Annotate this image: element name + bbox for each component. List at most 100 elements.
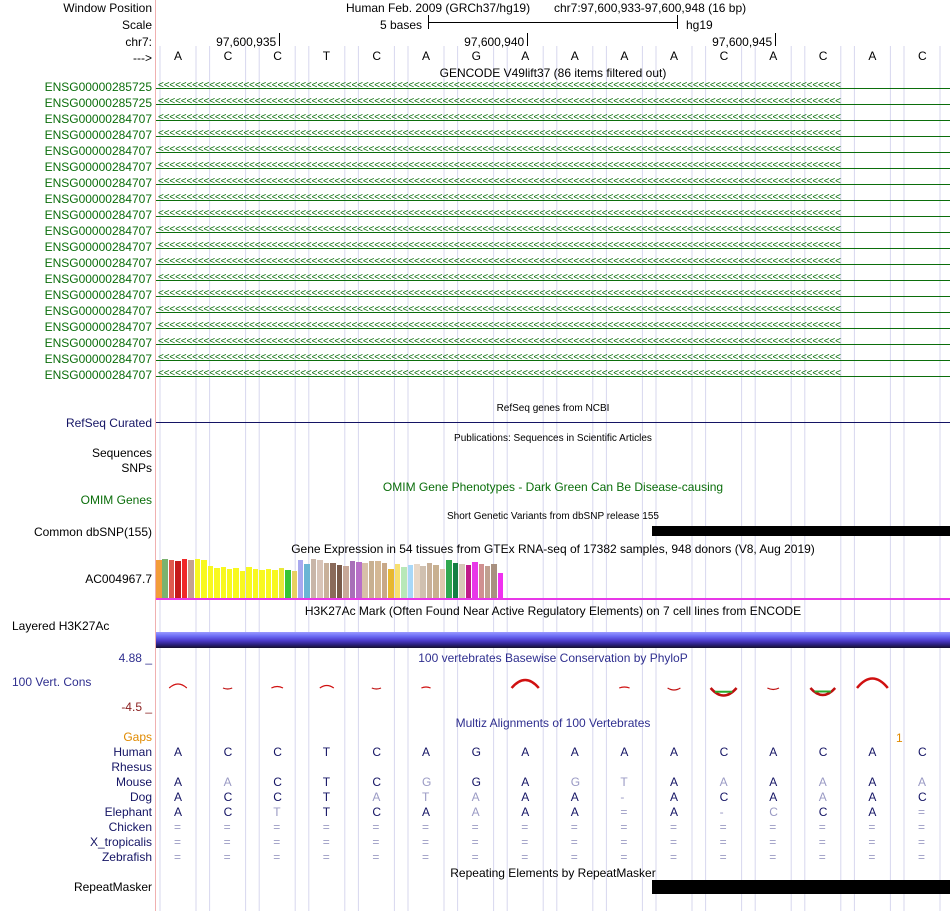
dbsnp-track-label[interactable]: Common dbSNP(155)	[33, 525, 152, 539]
multiz-species-label[interactable]: Elephant	[104, 805, 152, 819]
gencode-gene-feature[interactable]: <<<<<<<<<<<<<<<<<<<<<<<<<<<<<<<<<<<<<<<<…	[156, 98, 950, 110]
gencode-gene-label[interactable]: ENSG00000284707	[44, 320, 152, 334]
gtex-tissue-bar[interactable]	[285, 570, 291, 598]
gencode-gene-feature[interactable]: <<<<<<<<<<<<<<<<<<<<<<<<<<<<<<<<<<<<<<<<…	[156, 258, 950, 270]
gtex-tissue-bar[interactable]	[478, 564, 484, 598]
gtex-tissue-bar[interactable]	[239, 571, 246, 598]
gtex-tissue-bar[interactable]	[214, 568, 220, 598]
gencode-gene-feature[interactable]: <<<<<<<<<<<<<<<<<<<<<<<<<<<<<<<<<<<<<<<<…	[156, 242, 950, 254]
gtex-tissue-bar[interactable]	[168, 560, 175, 598]
gtex-tissue-bar[interactable]	[233, 568, 239, 598]
gencode-gene-feature[interactable]: <<<<<<<<<<<<<<<<<<<<<<<<<<<<<<<<<<<<<<<<…	[156, 146, 950, 158]
refseq-track-label[interactable]: RefSeq Curated	[65, 416, 152, 430]
multiz-species-label[interactable]: Chicken	[108, 820, 152, 834]
gencode-gene-feature[interactable]: <<<<<<<<<<<<<<<<<<<<<<<<<<<<<<<<<<<<<<<<…	[156, 210, 950, 222]
gtex-tissue-bar[interactable]	[484, 566, 491, 598]
gencode-gene-feature[interactable]: <<<<<<<<<<<<<<<<<<<<<<<<<<<<<<<<<<<<<<<<…	[156, 354, 950, 366]
gtex-tissue-bar[interactable]	[407, 565, 414, 598]
gtex-tissue-bar[interactable]	[207, 566, 214, 598]
gtex-tissue-bar[interactable]	[433, 565, 439, 598]
gencode-gene-label[interactable]: ENSG00000284707	[44, 144, 152, 158]
gtex-gene-label[interactable]: AC004967.7	[85, 572, 152, 586]
repeatmasker-element[interactable]	[652, 880, 950, 894]
gtex-tissue-bar[interactable]	[414, 564, 420, 598]
gtex-tissue-bar[interactable]	[194, 559, 201, 598]
gtex-tissue-bar[interactable]	[297, 560, 304, 598]
gtex-tissue-bar[interactable]	[181, 559, 188, 598]
gencode-gene-feature[interactable]: <<<<<<<<<<<<<<<<<<<<<<<<<<<<<<<<<<<<<<<<…	[156, 114, 950, 126]
gtex-tissue-bar[interactable]	[394, 564, 401, 598]
gtex-tissue-bar[interactable]	[201, 560, 207, 598]
gencode-track-title[interactable]: GENCODE V49lift37 (86 items filtered out…	[439, 66, 667, 80]
gtex-tissue-bar[interactable]	[497, 573, 504, 598]
repeatmasker-track-label[interactable]: RepeatMasker	[73, 880, 152, 894]
gencode-gene-feature[interactable]: <<<<<<<<<<<<<<<<<<<<<<<<<<<<<<<<<<<<<<<<…	[156, 130, 950, 142]
gtex-tissue-bar[interactable]	[491, 564, 497, 598]
gencode-gene-label[interactable]: ENSG00000284707	[44, 304, 152, 318]
gencode-gene-label[interactable]: ENSG00000284707	[44, 256, 152, 270]
gtex-tissue-bar[interactable]	[446, 560, 452, 598]
gtex-tissue-bar[interactable]	[330, 563, 336, 598]
gtex-track-title[interactable]: Gene Expression in 54 tissues from GTEx …	[291, 542, 815, 556]
gtex-tissue-bar[interactable]	[356, 562, 362, 598]
gencode-gene-feature[interactable]: <<<<<<<<<<<<<<<<<<<<<<<<<<<<<<<<<<<<<<<<…	[156, 178, 950, 190]
gencode-gene-label[interactable]: ENSG00000284707	[44, 336, 152, 350]
gencode-gene-feature[interactable]: <<<<<<<<<<<<<<<<<<<<<<<<<<<<<<<<<<<<<<<<…	[156, 162, 950, 174]
h3k27ac-track-label[interactable]: Layered H3K27Ac	[12, 619, 110, 633]
multiz-species-label[interactable]: X_tropicalis	[89, 835, 152, 849]
gencode-gene-feature[interactable]: <<<<<<<<<<<<<<<<<<<<<<<<<<<<<<<<<<<<<<<<…	[156, 226, 950, 238]
gencode-gene-feature[interactable]: <<<<<<<<<<<<<<<<<<<<<<<<<<<<<<<<<<<<<<<<…	[156, 194, 950, 206]
multiz-species-label[interactable]: Human	[113, 745, 152, 759]
gencode-gene-label[interactable]: ENSG00000284707	[44, 160, 152, 174]
gtex-tissue-bar[interactable]	[317, 560, 323, 598]
gencode-gene-label[interactable]: ENSG00000284707	[44, 288, 152, 302]
multiz-species-label[interactable]: Zebrafish	[101, 850, 152, 864]
gtex-tissue-bar[interactable]	[278, 568, 285, 598]
gtex-tissue-bar[interactable]	[272, 570, 278, 598]
gencode-gene-feature[interactable]: <<<<<<<<<<<<<<<<<<<<<<<<<<<<<<<<<<<<<<<<…	[156, 322, 950, 334]
gtex-tissue-bar[interactable]	[265, 569, 272, 598]
gtex-tissue-bar[interactable]	[439, 569, 446, 598]
repeatmasker-track-title[interactable]: Repeating Elements by RepeatMasker	[450, 866, 656, 880]
gencode-gene-label[interactable]: ENSG00000284707	[44, 272, 152, 286]
gencode-gene-label[interactable]: ENSG00000284707	[44, 192, 152, 206]
publications-snps-label[interactable]: SNPs	[121, 461, 152, 475]
gencode-gene-label[interactable]: ENSG00000284707	[44, 224, 152, 238]
gtex-tissue-bar[interactable]	[401, 567, 407, 598]
gencode-gene-label[interactable]: ENSG00000284707	[44, 128, 152, 142]
gencode-gene-label[interactable]: ENSG00000284707	[44, 208, 152, 222]
gtex-tissue-bar[interactable]	[368, 561, 375, 598]
omim-track-title[interactable]: OMIM Gene Phenotypes - Dark Green Can Be…	[382, 480, 724, 494]
gtex-tissue-bar[interactable]	[336, 565, 343, 598]
gencode-gene-feature[interactable]: <<<<<<<<<<<<<<<<<<<<<<<<<<<<<<<<<<<<<<<<…	[156, 370, 950, 382]
gtex-tissue-bar[interactable]	[426, 563, 433, 598]
gtex-tissue-bar[interactable]	[472, 562, 478, 598]
multiz-species-label[interactable]: Dog	[129, 790, 152, 804]
publications-track-title[interactable]: Publications: Sequences in Scientific Ar…	[454, 433, 652, 444]
gtex-tissue-bar[interactable]	[323, 563, 330, 598]
gtex-tissue-bar[interactable]	[420, 566, 426, 598]
omim-track-label[interactable]: OMIM Genes	[80, 493, 152, 507]
gencode-gene-label[interactable]: ENSG00000284707	[44, 240, 152, 254]
gtex-tissue-bar[interactable]	[246, 567, 252, 598]
h3k27ac-track-title[interactable]: H3K27Ac Mark (Often Found Near Active Re…	[304, 604, 802, 618]
gtex-tissue-bar[interactable]	[452, 563, 459, 598]
gencode-gene-label[interactable]: ENSG00000285725	[44, 96, 152, 110]
gtex-tissue-bar[interactable]	[188, 560, 194, 598]
multiz-track-title[interactable]: Multiz Alignments of 100 Vertebrates	[455, 716, 651, 730]
gencode-gene-label[interactable]: ENSG00000284707	[44, 176, 152, 190]
dbsnp-track-title[interactable]: Short Genetic Variants from dbSNP releas…	[447, 511, 659, 522]
phylop-plot[interactable]	[156, 660, 950, 720]
gtex-tissue-bar[interactable]	[220, 567, 226, 598]
gencode-gene-label[interactable]: ENSG00000284707	[44, 352, 152, 366]
gtex-tissue-bar[interactable]	[388, 569, 394, 598]
gtex-tissue-bar[interactable]	[175, 561, 181, 598]
gtex-tissue-bar[interactable]	[259, 570, 265, 598]
gtex-tissue-bar[interactable]	[381, 563, 388, 598]
gtex-tissue-bar[interactable]	[310, 559, 317, 598]
h3k27ac-signal[interactable]	[156, 632, 950, 648]
refseq-track-title[interactable]: RefSeq genes from NCBI	[496, 403, 610, 414]
gtex-tissue-bar[interactable]	[156, 560, 162, 598]
gtex-tissue-bar[interactable]	[343, 566, 349, 598]
publications-sequences-label[interactable]: Sequences	[91, 446, 152, 460]
